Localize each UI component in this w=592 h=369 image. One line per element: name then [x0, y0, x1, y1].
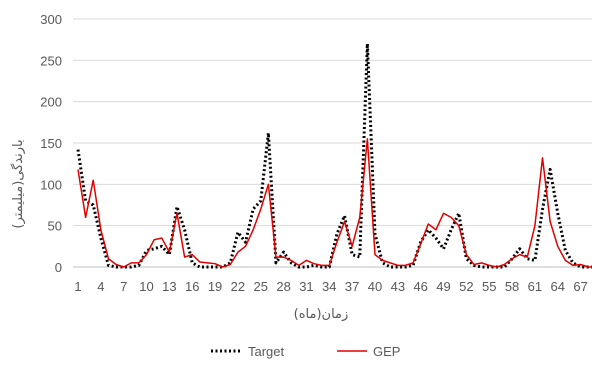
gridlines — [73, 18, 592, 268]
x-tick-label: 49 — [436, 279, 450, 294]
x-tick-label: 37 — [345, 279, 359, 294]
x-tick-label: 7 — [120, 279, 127, 294]
x-tick-label: 10 — [139, 279, 153, 294]
y-tick-label: 250 — [40, 53, 62, 68]
x-tick-label: 1 — [74, 279, 81, 294]
legend-gep-label: GEP — [373, 344, 400, 359]
y-axis-title: بارندگی(میلیمتر) — [10, 139, 26, 228]
x-tick-label: 43 — [391, 279, 405, 294]
x-tick-label: 52 — [459, 279, 473, 294]
x-tick-label: 19 — [208, 279, 222, 294]
x-tick-label: 58 — [505, 279, 519, 294]
x-tick-label: 46 — [413, 279, 427, 294]
y-tick-label: 0 — [55, 260, 62, 275]
x-tick-label: 67 — [573, 279, 587, 294]
x-tick-label: 25 — [254, 279, 268, 294]
x-tick-label: 13 — [162, 279, 176, 294]
series-line-target — [76, 42, 592, 269]
x-tick-label: 22 — [231, 279, 245, 294]
legend-target-label: Target — [248, 344, 285, 359]
x-tick-label: 61 — [528, 279, 542, 294]
x-axis-title: زمان(ماه) — [294, 307, 349, 322]
y-tick-label: 50 — [48, 219, 62, 234]
x-tick-label: 4 — [97, 279, 104, 294]
y-tick-label: 100 — [40, 177, 62, 192]
x-tick-label: 55 — [482, 279, 496, 294]
x-tick-label: 34 — [322, 279, 336, 294]
legend: Target GEP — [211, 344, 400, 359]
series-lines — [76, 42, 592, 269]
y-tick-label: 300 — [40, 12, 62, 27]
x-tick-label: 40 — [368, 279, 382, 294]
x-tick-label: 28 — [276, 279, 290, 294]
y-tick-label: 150 — [40, 136, 62, 151]
x-tick-label: 16 — [185, 279, 199, 294]
series-line-gep — [77, 138, 592, 268]
y-axis-ticks: 0 50 100 150 200 250 300 — [40, 12, 62, 275]
x-tick-label: 64 — [551, 279, 565, 294]
x-axis-ticks: 1 4 7 10 13 16 19 22 25 28 31 34 37 40 43 46 49 52 55 58 61 6… — [74, 279, 587, 294]
x-tick-label: 31 — [299, 279, 313, 294]
y-tick-label: 200 — [40, 95, 62, 110]
